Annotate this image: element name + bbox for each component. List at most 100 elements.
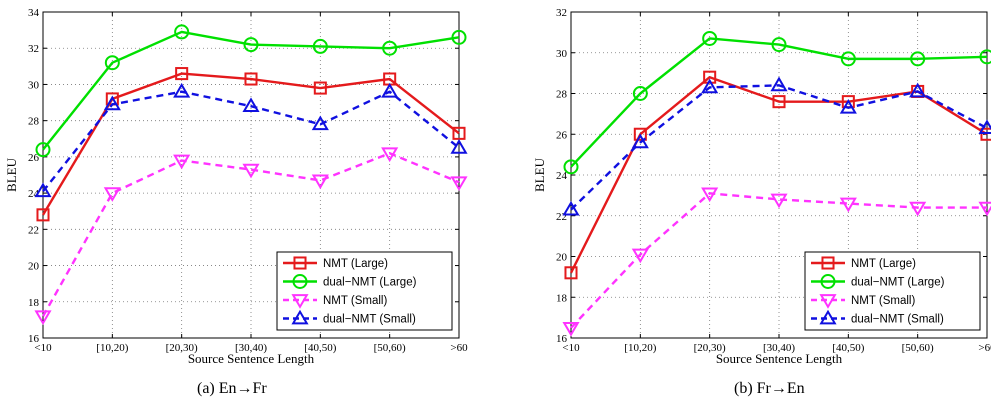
- data-point-dual-nmt-large-3: [771, 37, 787, 53]
- x-tick-label: >60: [450, 342, 468, 354]
- x-tick-label: [10,20): [96, 342, 128, 354]
- data-point-nmt-large-0: [564, 266, 578, 280]
- data-point-nmt-small-6: [450, 176, 468, 192]
- data-point-nmt-large-2: [175, 67, 189, 81]
- data-point-dual-nmt-large-4: [312, 38, 328, 54]
- y-tick-label: 20: [28, 261, 40, 273]
- series-nmt-small: [562, 187, 991, 337]
- legend-marker-nmt-small: [291, 294, 309, 309]
- series-line-nmt-small: [41, 152, 460, 317]
- y-tick-label: 24: [28, 188, 40, 200]
- data-point-dual-nmt-large-5: [382, 40, 398, 56]
- y-tick-label: 18: [556, 292, 568, 304]
- data-point-dual-nmt-small-6: [978, 119, 991, 135]
- y-tick-label: 20: [556, 252, 568, 264]
- x-tick-label: [50,60): [902, 342, 934, 354]
- series-nmt-small: [34, 147, 468, 326]
- y-tick-label: 30: [556, 48, 568, 60]
- legend-marker-nmt-large: [821, 256, 835, 270]
- x-tick-label: [20,30): [166, 342, 198, 354]
- caption-b: (b) Fr→En: [734, 380, 805, 397]
- y-tick-label: 16: [28, 333, 40, 345]
- series-dual-nmt-large: [35, 24, 467, 158]
- data-point-dual-nmt-large-4: [840, 51, 856, 67]
- y-tick-label: 16: [556, 333, 568, 345]
- data-point-nmt-small-0: [562, 321, 580, 337]
- data-point-dual-nmt-small-5: [381, 82, 399, 98]
- legend-label-nmt-small: NMT (Small): [851, 295, 915, 307]
- series-dual-nmt-small: [34, 82, 468, 198]
- y-tick-label: 18: [28, 297, 40, 309]
- data-point-nmt-small-4: [311, 174, 329, 190]
- legend-label-dual-nmt-small: dual−NMT (Small): [323, 314, 416, 326]
- data-point-nmt-large-2: [703, 70, 717, 84]
- data-point-nmt-large-3: [772, 95, 786, 109]
- legend-label-dual-nmt-large: dual−NMT (Large): [323, 277, 417, 289]
- y-tick-label: 22: [28, 224, 39, 236]
- data-point-nmt-large-6: [452, 126, 466, 140]
- y-tick-label: 30: [28, 79, 40, 91]
- data-point-nmt-small-5: [909, 201, 927, 217]
- data-point-dual-nmt-small-1: [103, 95, 121, 111]
- data-point-nmt-small-0: [34, 310, 52, 326]
- data-point-nmt-small-2: [701, 187, 719, 203]
- data-point-dual-nmt-large-1: [104, 55, 120, 71]
- legend-label-nmt-large: NMT (Large): [851, 258, 916, 270]
- data-point-nmt-small-6: [978, 201, 991, 217]
- data-point-dual-nmt-small-1: [631, 133, 649, 149]
- data-point-dual-nmt-large-2: [702, 30, 718, 46]
- y-tick-label: 32: [28, 43, 39, 55]
- data-point-nmt-large-0: [36, 208, 50, 222]
- data-point-dual-nmt-small-6: [450, 139, 468, 154]
- data-point-dual-nmt-small-5: [909, 82, 927, 98]
- legend-marker-dual-nmt-small: [291, 309, 309, 325]
- data-point-dual-nmt-small-0: [562, 200, 580, 216]
- legend-label-dual-nmt-large: dual−NMT (Large): [851, 277, 945, 289]
- data-point-nmt-large-4: [313, 81, 327, 95]
- x-tick-label: <10: [562, 342, 580, 354]
- legend-marker-dual-nmt-large: [292, 274, 308, 289]
- data-point-dual-nmt-small-0: [34, 182, 52, 198]
- y-tick-label: 26: [556, 129, 568, 141]
- legend-label-dual-nmt-small: dual−NMT (Small): [851, 314, 944, 326]
- x-tick-label: [20,30): [694, 342, 726, 354]
- legend-label-nmt-small: NMT (Small): [323, 295, 387, 307]
- chart-panel-1: 16 18 20 22 24 26 28 30 32 <10 [10,20) [20,30) [30,4…: [532, 7, 991, 366]
- data-point-nmt-large-1: [633, 127, 647, 141]
- legend-marker-dual-nmt-small: [819, 309, 837, 325]
- data-point-dual-nmt-small-3: [770, 76, 788, 92]
- data-point-dual-nmt-large-2: [174, 24, 190, 40]
- x-tick-label: [40,50): [304, 342, 336, 354]
- x-tick-label: [40,50): [832, 342, 864, 354]
- data-point-nmt-small-4: [839, 197, 857, 213]
- data-point-dual-nmt-large-0: [563, 159, 579, 175]
- y-tick-label: 32: [556, 7, 567, 19]
- legend-marker-dual-nmt-large: [820, 274, 836, 289]
- series-line-dual-nmt-large: [570, 37, 988, 168]
- data-point-dual-nmt-large-6: [979, 49, 991, 65]
- series-line-nmt-small: [570, 192, 987, 329]
- data-point-nmt-large-3: [244, 72, 258, 86]
- axes-frame: [570, 11, 988, 339]
- x-tick-label: [10,20): [624, 342, 656, 354]
- series-line-dual-nmt-large: [42, 30, 460, 151]
- y-axis-label: BLEU: [532, 157, 547, 192]
- y-tick-label: 28: [556, 89, 568, 101]
- data-point-dual-nmt-large-0: [35, 142, 51, 158]
- caption-a: (a) En→Fr: [197, 380, 267, 397]
- y-tick-label: 28: [28, 116, 40, 128]
- x-tick-label: [30,40): [763, 342, 795, 354]
- x-tick-label: >60: [978, 342, 991, 354]
- x-tick-label: [30,40): [235, 342, 267, 354]
- series-dual-nmt-small: [562, 76, 991, 216]
- y-tick-label: 26: [28, 152, 40, 164]
- series-dual-nmt-large: [563, 30, 991, 175]
- legend: NMT (Large) dual−NMT (Large) NMT (Small) du…: [804, 251, 981, 331]
- data-point-nmt-small-3: [770, 193, 788, 209]
- y-axis-label: BLEU: [4, 157, 19, 192]
- data-point-nmt-small-3: [242, 163, 260, 179]
- series-line-dual-nmt-small: [570, 84, 988, 211]
- x-tick-label: <10: [34, 342, 52, 354]
